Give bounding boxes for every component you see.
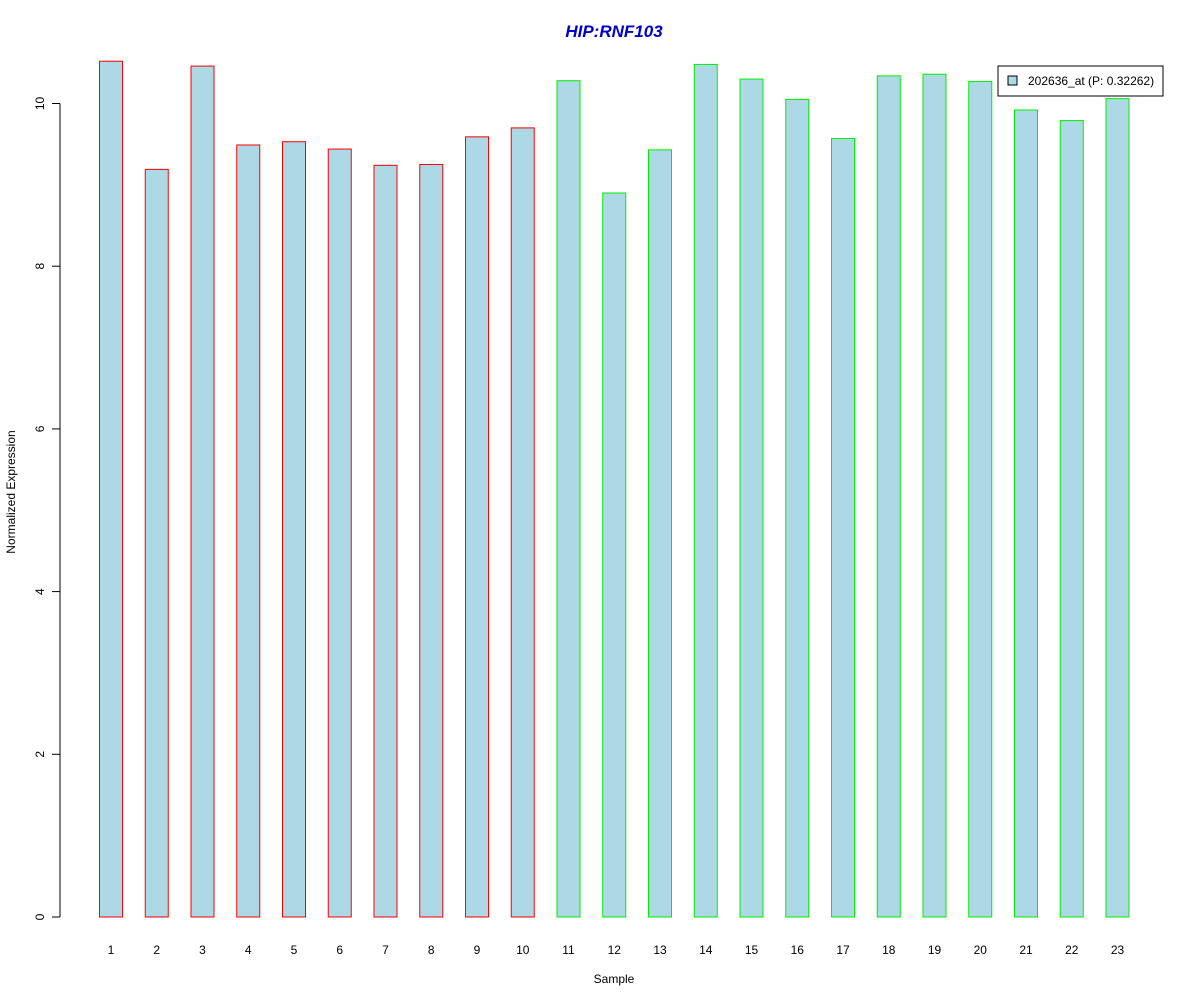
bar (236, 144, 261, 918)
x-tick-label: 23 (1111, 943, 1125, 957)
y-tick-label: 0 (33, 913, 47, 920)
bar (693, 63, 718, 918)
bar (739, 78, 764, 918)
bar (602, 192, 627, 918)
x-tick-label: 19 (928, 943, 942, 957)
y-tick-label: 8 (33, 263, 47, 270)
chart-title: HIP:RNF103 (565, 22, 663, 41)
bar (419, 164, 444, 918)
x-tick-label: 17 (836, 943, 850, 957)
legend-box (997, 65, 1164, 97)
legend: 202636_at (P: 0.32262) (997, 65, 1164, 97)
y-axis-label: Normalized Expression (4, 430, 18, 553)
bar (831, 137, 855, 918)
bar (282, 141, 306, 918)
x-axis-label: Sample (594, 972, 635, 986)
x-tick-label: 5 (291, 943, 298, 957)
x-tick-label: 11 (562, 943, 575, 957)
x-tick-label: 16 (791, 943, 805, 957)
x-tick-label: 14 (699, 943, 713, 957)
bar (785, 98, 810, 918)
y-tick-label: 6 (33, 425, 47, 432)
x-tick-label: 20 (974, 943, 988, 957)
x-tick-label: 22 (1065, 943, 1079, 957)
bars (99, 60, 1130, 918)
bar (373, 164, 398, 918)
x-tick-label: 8 (428, 943, 435, 957)
y-axis: 0 2 4 6 8 10 (33, 97, 61, 920)
x-tick-label: 4 (245, 943, 252, 957)
x-tick-label: 15 (745, 943, 759, 957)
bar (648, 149, 672, 918)
x-tick-label: 9 (474, 943, 481, 957)
bar (922, 73, 947, 918)
bar (876, 75, 901, 918)
bar (968, 81, 993, 918)
x-tick-label: 10 (516, 943, 530, 957)
x-tick-label: 21 (1019, 943, 1033, 957)
x-tick-label: 13 (653, 943, 667, 957)
bar (144, 168, 169, 918)
bar (1014, 109, 1038, 918)
x-tick-label: 2 (153, 943, 160, 957)
legend-swatch (1007, 75, 1018, 86)
x-tick-label: 7 (382, 943, 389, 957)
bar (1059, 120, 1084, 918)
x-tick-label: 18 (882, 943, 896, 957)
y-tick-label: 4 (33, 588, 47, 595)
y-tick-label: 10 (33, 97, 47, 111)
bar (465, 136, 489, 918)
y-tick-label: 2 (33, 751, 47, 758)
x-tick-label: 1 (108, 943, 115, 957)
x-axis-tick-labels: 1 2 3 4 5 6 7 8 9 10 11 12 13 14 15 16 17 18 19 20 21 22 23 (108, 943, 1125, 957)
bar (510, 127, 535, 918)
bar (556, 80, 581, 918)
bar (190, 65, 215, 918)
x-tick-label: 3 (199, 943, 206, 957)
legend-entry-label: 202636_at (P: 0.32262) (1028, 74, 1154, 88)
x-tick-label: 6 (336, 943, 343, 957)
bar (1105, 98, 1130, 918)
bar (99, 60, 123, 918)
x-tick-label: 12 (608, 943, 622, 957)
bar (327, 148, 352, 918)
